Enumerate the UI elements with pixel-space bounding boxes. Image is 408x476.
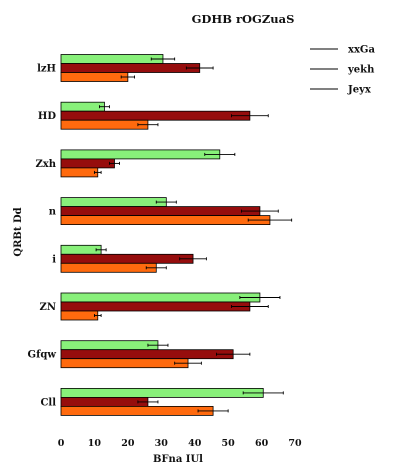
bar-xxGa-Zxh — [60, 149, 221, 160]
bar-Jeyx-Cll — [60, 405, 214, 416]
legend-label-xxGa: xxGa — [348, 45, 375, 56]
bar-xxGa-i — [60, 244, 102, 255]
bar-yekh-HD — [60, 110, 251, 121]
legend: xxGa yekh Jeyx — [310, 45, 375, 96]
category-label: Gfqw — [28, 350, 57, 361]
bar-xxGa-ZN — [60, 292, 261, 303]
chart-title: GDHB rOGZuaS — [192, 12, 295, 26]
bar-Jeyx-i — [60, 262, 157, 273]
legend-label-yekh: yekh — [347, 65, 375, 76]
x-ticks: 0 10 20 30 40 50 60 70 — [58, 438, 302, 449]
x-tick-label: 30 — [155, 438, 169, 449]
category-label: ZN — [40, 302, 56, 313]
bar-Jeyx-ZN — [60, 310, 99, 321]
bar-yekh-n — [60, 206, 261, 217]
bar-xxGa-Cll — [60, 387, 264, 398]
bar-xxGa-n — [60, 197, 167, 208]
bar-xxGa-Gfqw — [60, 340, 159, 351]
x-tick-label: 20 — [121, 438, 135, 449]
category-label: n — [49, 207, 57, 218]
bar-Jeyx-n — [60, 215, 271, 226]
bars-layer — [60, 54, 293, 416]
x-tick-label: 40 — [188, 438, 202, 449]
bar-xxGa-lzH — [60, 54, 164, 64]
bar-yekh-Zxh — [60, 158, 115, 169]
bar-Jeyx-HD — [60, 119, 149, 130]
bar-yekh-ZN — [60, 301, 251, 312]
x-tick-label: 10 — [88, 438, 102, 449]
bar-yekh-Gfqw — [60, 349, 234, 360]
x-tick-label: 60 — [255, 438, 269, 449]
bar-Jeyx-lzH — [60, 72, 129, 82]
category-labels: lzH HD Zxh n i ZN Gfqw Cll — [28, 64, 57, 409]
category-label: Cll — [40, 397, 56, 408]
y-axis-label: QRBt Dd — [13, 207, 24, 256]
bar-yekh-Cll — [60, 396, 149, 407]
category-label: HD — [38, 111, 56, 122]
category-label: lzH — [37, 64, 56, 75]
bar-xxGa-HD — [60, 101, 105, 112]
legend-label-Jeyx: Jeyx — [347, 85, 372, 96]
bar-Jeyx-Gfqw — [60, 358, 189, 369]
bar-Jeyx-Zxh — [60, 167, 99, 178]
bar-yekh-lzH — [60, 63, 201, 73]
bar-yekh-i — [60, 253, 194, 264]
x-tick-label: 0 — [58, 438, 65, 449]
x-tick-label: 70 — [288, 438, 302, 449]
category-label: i — [52, 254, 56, 265]
x-axis-label: BFna IUl — [153, 454, 203, 465]
category-label: Zxh — [35, 159, 56, 170]
x-tick-label: 50 — [222, 438, 236, 449]
